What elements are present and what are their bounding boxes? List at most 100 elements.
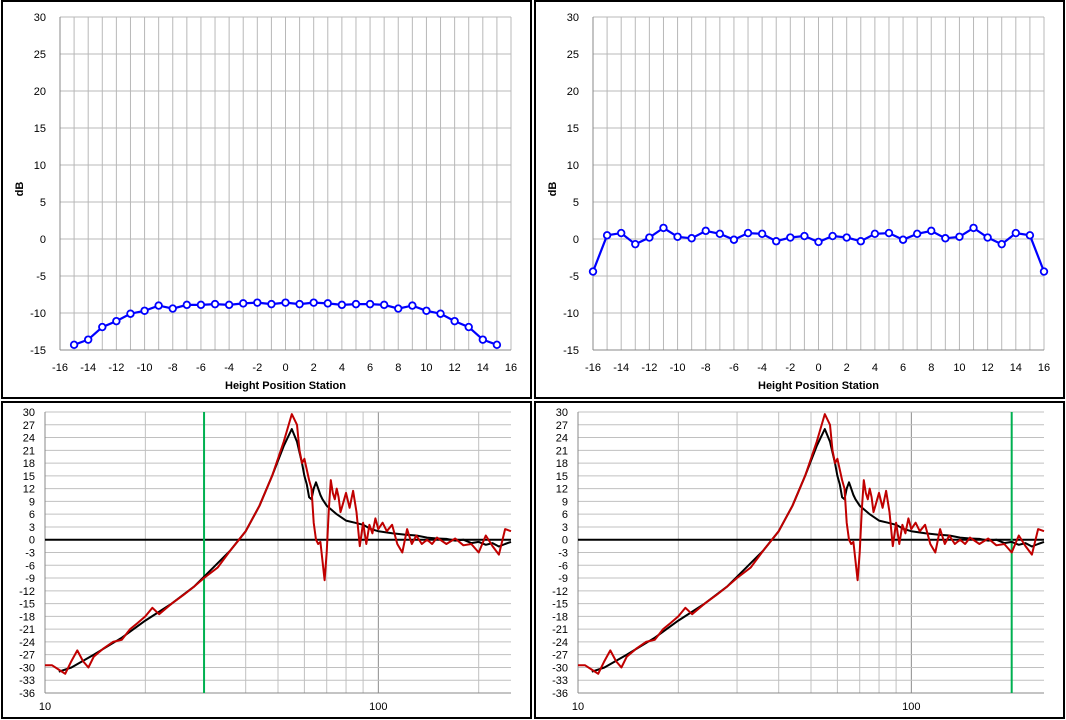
x-tick-label: -16	[52, 362, 68, 374]
data-point	[1011, 228, 1021, 238]
x-tick-label: 6	[900, 362, 906, 374]
data-point	[856, 237, 865, 246]
data-point	[436, 309, 445, 318]
x-tick-label: -4	[224, 362, 234, 374]
y-tick-label: 25	[34, 49, 46, 61]
series-line-black	[58, 428, 512, 673]
data-point	[422, 306, 431, 315]
y-tick-label: 5	[573, 197, 579, 209]
data-point	[253, 298, 262, 307]
data-point	[715, 229, 725, 239]
y-tick-label: 6	[29, 509, 35, 521]
data-point	[772, 237, 781, 246]
data-point	[224, 300, 234, 310]
series-line-black	[591, 428, 1045, 673]
data-point	[687, 234, 696, 243]
data-point	[1039, 267, 1049, 276]
y-tick-label: -30	[19, 662, 35, 674]
data-point	[351, 299, 361, 309]
y-tick-label: -36	[552, 688, 568, 700]
y-tick-label: 3	[562, 522, 568, 534]
y-tick-label: 15	[34, 123, 46, 135]
y-tick-label: 20	[34, 86, 46, 98]
series-line-red	[578, 413, 1045, 675]
x-tick-label: -10	[670, 362, 686, 374]
data-point	[210, 299, 220, 309]
data-point	[168, 304, 177, 313]
data-point	[588, 267, 598, 276]
data-point	[464, 322, 473, 332]
y-tick-label: -33	[552, 675, 568, 687]
x-tick-label: 10	[953, 362, 965, 374]
y-tick-label: 15	[567, 123, 579, 135]
data-point	[898, 235, 908, 244]
y-tick-label: -36	[19, 688, 35, 700]
x-tick-label: -14	[80, 362, 96, 374]
data-point	[83, 335, 93, 344]
data-point	[997, 239, 1006, 249]
y-tick-label: 25	[567, 49, 579, 61]
data-point	[969, 223, 978, 233]
data-point	[394, 304, 403, 313]
y-tick-label: 6	[562, 509, 568, 521]
data-point	[743, 228, 753, 238]
y-tick-label: -12	[552, 586, 568, 598]
y-tick-label: 18	[556, 458, 568, 470]
y-tick-label: -27	[19, 650, 35, 662]
data-point	[757, 229, 767, 239]
y-tick-label: -9	[25, 573, 35, 585]
x-tick-label: 14	[1010, 362, 1022, 374]
x-tick-label: 0	[815, 362, 821, 374]
y-tick-label: 30	[567, 12, 579, 24]
data-point	[659, 223, 668, 233]
y-tick-label: -5	[36, 271, 46, 283]
x-tick-label: 10	[420, 362, 432, 374]
chart-bottom-right: -36-33-30-27-24-21-18-15-12-9-6-30369121…	[552, 407, 1045, 713]
y-tick-label: -21	[552, 624, 568, 636]
y-tick-label: -10	[30, 308, 46, 320]
y-tick-label: 12	[556, 484, 568, 496]
data-point	[616, 228, 626, 238]
y-tick-label: -30	[552, 662, 568, 674]
chart-panel-bottom-left: -36 -33 -30 -27 -24 -21 -18 -15 -12 -9 -6 -3 0 3 6 9 12 1…	[1, 401, 532, 719]
y-tick-label: 21	[556, 445, 568, 457]
y-tick-label: 0	[573, 234, 579, 246]
x-axis-label: Height Position Station	[758, 380, 879, 392]
y-tick-label: -15	[552, 599, 568, 611]
y-tick-label: 5	[40, 197, 46, 209]
y-tick-label: -6	[25, 560, 35, 572]
x-tick-label: 12	[449, 362, 461, 374]
y-tick-label: -12	[19, 586, 35, 598]
y-tick-label: 12	[23, 484, 35, 496]
data-point	[842, 233, 851, 242]
data-point	[239, 299, 248, 308]
data-point	[941, 234, 950, 243]
x-tick-label: -16	[585, 362, 601, 374]
x-tick-label: -8	[168, 362, 178, 374]
data-point	[884, 228, 894, 238]
y-tick-label: -15	[19, 599, 35, 611]
data-point	[379, 300, 389, 310]
y-tick-label: 27	[23, 420, 35, 432]
x-tick-label: 2	[311, 362, 317, 374]
x-tick-label: 100	[369, 701, 387, 713]
y-tick-label: 30	[23, 407, 35, 419]
y-tick-label: -3	[558, 548, 568, 560]
data-point	[492, 340, 502, 350]
data-point	[337, 300, 347, 310]
data-point	[126, 309, 135, 318]
data-point	[602, 231, 612, 240]
x-tick-label: -2	[785, 362, 795, 374]
y-axis-label: dB	[14, 182, 26, 197]
data-point	[295, 299, 304, 309]
x-axis-label: Height Position Station	[225, 380, 346, 392]
data-point	[69, 340, 79, 350]
x-tick-label: 10	[572, 701, 584, 713]
x-tick-label: 4	[872, 362, 878, 374]
series-line-red	[45, 413, 512, 675]
y-tick-label: 3	[29, 522, 35, 534]
y-tick-label: 30	[556, 407, 568, 419]
y-tick-label: 9	[562, 496, 568, 508]
